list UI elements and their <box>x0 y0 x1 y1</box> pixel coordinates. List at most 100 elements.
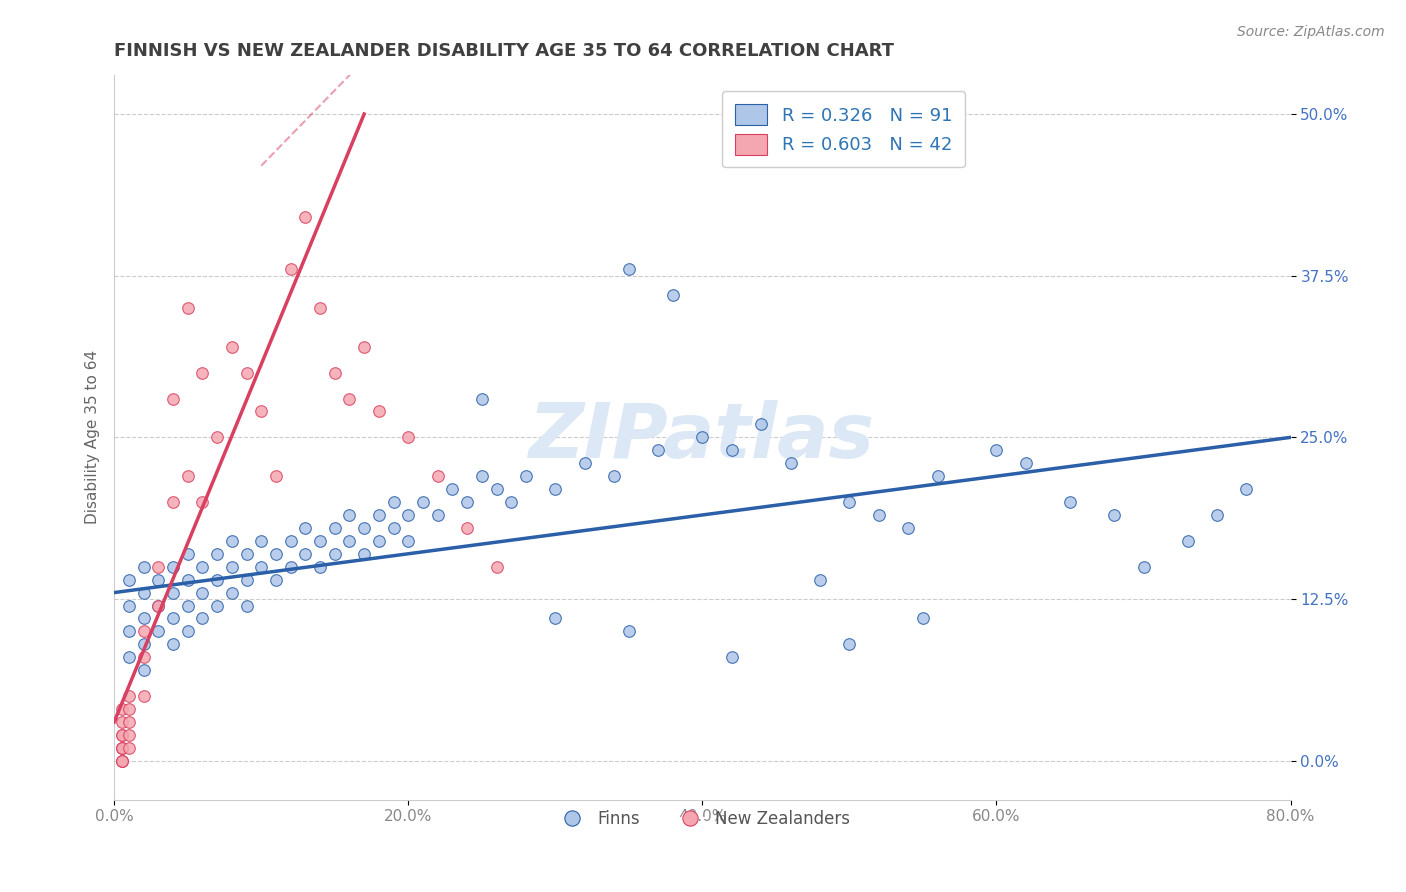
Point <box>177 573 200 587</box>
Point <box>779 456 801 470</box>
Point <box>309 301 332 315</box>
Point <box>838 637 860 651</box>
Point <box>280 559 302 574</box>
Point <box>250 533 273 548</box>
Point <box>148 559 170 574</box>
Point <box>1102 508 1125 522</box>
Point <box>339 508 361 522</box>
Point <box>191 495 214 509</box>
Point <box>544 482 567 496</box>
Point <box>323 521 346 535</box>
Point <box>412 495 434 509</box>
Point <box>426 508 449 522</box>
Point <box>647 443 669 458</box>
Point <box>221 533 243 548</box>
Y-axis label: Disability Age 35 to 64: Disability Age 35 to 64 <box>86 351 100 524</box>
Point <box>132 689 155 703</box>
Point <box>235 599 257 613</box>
Point <box>501 495 523 509</box>
Point <box>118 573 141 587</box>
Point <box>132 663 155 677</box>
Point <box>264 469 287 483</box>
Point <box>339 392 361 406</box>
Point <box>617 624 640 639</box>
Point <box>309 559 332 574</box>
Point <box>235 366 257 380</box>
Point <box>323 366 346 380</box>
Point <box>132 637 155 651</box>
Point <box>1132 559 1154 574</box>
Point <box>132 650 155 665</box>
Point <box>191 611 214 625</box>
Point <box>177 469 200 483</box>
Point <box>574 456 596 470</box>
Point <box>221 559 243 574</box>
Point <box>1015 456 1038 470</box>
Point <box>485 559 508 574</box>
Point <box>396 430 419 444</box>
Point <box>456 495 478 509</box>
Point <box>1177 533 1199 548</box>
Point <box>250 404 273 418</box>
Point <box>986 443 1008 458</box>
Point <box>191 366 214 380</box>
Point <box>148 599 170 613</box>
Point <box>110 740 132 755</box>
Point <box>118 702 141 716</box>
Point <box>1206 508 1229 522</box>
Text: FINNISH VS NEW ZEALANDER DISABILITY AGE 35 TO 64 CORRELATION CHART: FINNISH VS NEW ZEALANDER DISABILITY AGE … <box>114 42 894 60</box>
Point <box>191 559 214 574</box>
Point <box>927 469 949 483</box>
Point <box>205 547 228 561</box>
Point <box>1059 495 1081 509</box>
Point <box>177 599 200 613</box>
Point <box>294 547 316 561</box>
Point <box>110 740 132 755</box>
Point <box>838 495 860 509</box>
Point <box>235 573 257 587</box>
Point <box>471 469 494 483</box>
Point <box>148 573 170 587</box>
Point <box>235 547 257 561</box>
Point <box>353 340 375 354</box>
Point <box>162 559 184 574</box>
Point <box>692 430 714 444</box>
Point <box>132 624 155 639</box>
Point <box>617 262 640 277</box>
Point <box>205 599 228 613</box>
Point <box>118 689 141 703</box>
Point <box>396 533 419 548</box>
Point <box>382 495 405 509</box>
Point <box>485 482 508 496</box>
Point <box>515 469 537 483</box>
Point <box>309 533 332 548</box>
Point <box>1236 482 1258 496</box>
Point <box>177 547 200 561</box>
Point <box>808 573 831 587</box>
Point <box>221 585 243 599</box>
Point <box>118 740 141 755</box>
Point <box>367 533 389 548</box>
Point <box>353 547 375 561</box>
Point <box>868 508 890 522</box>
Point <box>110 754 132 768</box>
Point <box>148 624 170 639</box>
Point <box>382 521 405 535</box>
Point <box>118 714 141 729</box>
Point <box>148 599 170 613</box>
Legend: Finns, New Zealanders: Finns, New Zealanders <box>548 804 856 835</box>
Point <box>720 443 742 458</box>
Point <box>323 547 346 561</box>
Point <box>110 702 132 716</box>
Point <box>441 482 464 496</box>
Point <box>396 508 419 522</box>
Point <box>162 392 184 406</box>
Point <box>162 637 184 651</box>
Point <box>162 585 184 599</box>
Point <box>662 288 685 302</box>
Point <box>110 728 132 742</box>
Point <box>118 624 141 639</box>
Point <box>177 624 200 639</box>
Point <box>367 508 389 522</box>
Point <box>353 521 375 535</box>
